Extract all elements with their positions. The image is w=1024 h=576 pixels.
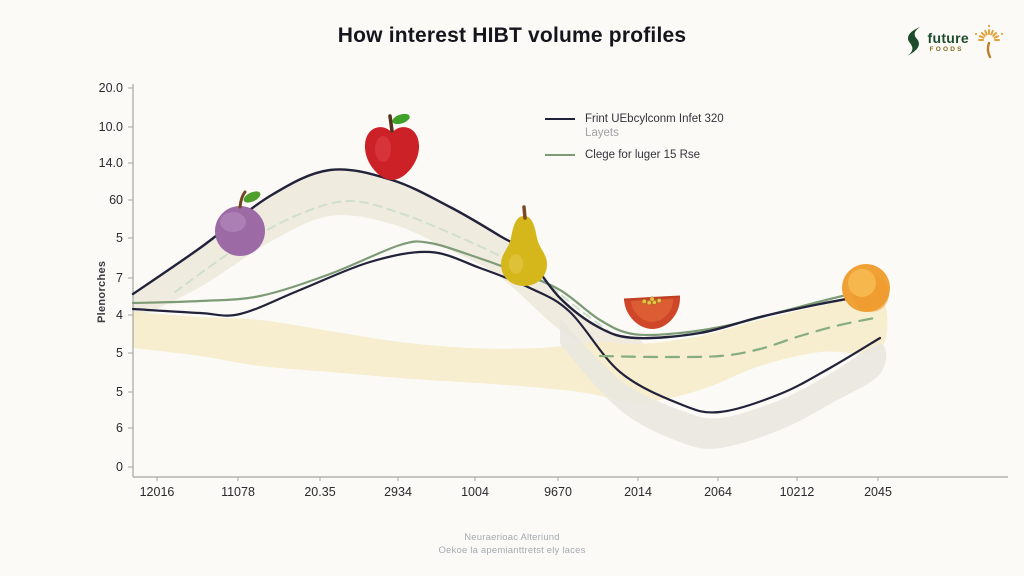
leaf-swoosh-icon: [906, 27, 920, 56]
footnote-line-1: Neuraerioac Alteriund: [464, 532, 560, 543]
logo-brand-sub: foods: [929, 45, 964, 53]
y-tick-label: 10.0: [99, 120, 123, 134]
fruit-marker-plum: [215, 190, 265, 256]
x-tick-label: 2014: [624, 485, 652, 499]
legend-item-green: Clege for luger 15 Rse: [545, 148, 724, 162]
legend-label-green: Clege for luger 15 Rse: [585, 148, 701, 161]
y-tick-label: 5: [116, 231, 123, 245]
sunburst-icon: [974, 24, 1004, 59]
page-title: How interest HIBT volume profiles: [337, 24, 687, 47]
logo-brand-name: future: [927, 29, 969, 46]
y-tick-label: 7: [116, 271, 123, 285]
x-tick-label: 2934: [384, 485, 412, 499]
fruit-marker-orange: [842, 264, 890, 312]
y-tick-label: 20.0: [99, 81, 123, 95]
legend-item-navy: Frint UEbcylconm Infet 320 Layets: [545, 112, 724, 141]
lower-yellow-band: [133, 293, 888, 403]
y-tick-label: 5: [116, 346, 123, 360]
x-tick-label: 1004: [461, 485, 489, 499]
chart-legend: Frint UEbcylconm Infet 320 Layets Clege …: [545, 112, 724, 169]
fruit-marker-pear: [501, 205, 547, 286]
y-tick-label: 0: [116, 460, 123, 474]
legend-label-navy: Frint UEbcylconm Infet 320: [585, 113, 724, 125]
brand-logo: future foods: [905, 22, 1006, 62]
y-tick-label: 14.0: [99, 156, 123, 170]
x-tick-label: 9670: [544, 485, 572, 499]
fruit-marker-melon-slice: [623, 295, 681, 329]
y-tick-label: 5: [116, 385, 123, 399]
x-tick-label: 11078: [221, 485, 255, 499]
x-tick-label: 12016: [140, 485, 175, 499]
x-tick-label: 2064: [704, 485, 732, 499]
fruit-marker-apple: [364, 113, 420, 180]
upper-cream-band: [133, 169, 645, 355]
legend-sublabel-navy: Layets: [585, 127, 619, 140]
legend-swatch-navy: [545, 118, 575, 121]
chart-footnote: Neuraerioac Alteriund Oekoe la apemiantt…: [0, 531, 1024, 557]
y-tick-label: 6: [116, 421, 123, 435]
x-tick-label: 20.35: [304, 485, 335, 499]
y-tick-label: 4: [116, 308, 123, 322]
footnote-line-2: Oekoe la apemianttretst ely laces: [438, 545, 586, 556]
y-tick-label: 60: [109, 193, 123, 207]
bottom-grey-band: [560, 318, 887, 449]
legend-swatch-green: [545, 153, 575, 157]
series-green-dashed-lower: [598, 315, 882, 359]
x-tick-label: 10212: [780, 485, 815, 499]
x-tick-label: 2045: [864, 485, 892, 499]
series-navy-secondary: [131, 250, 882, 414]
